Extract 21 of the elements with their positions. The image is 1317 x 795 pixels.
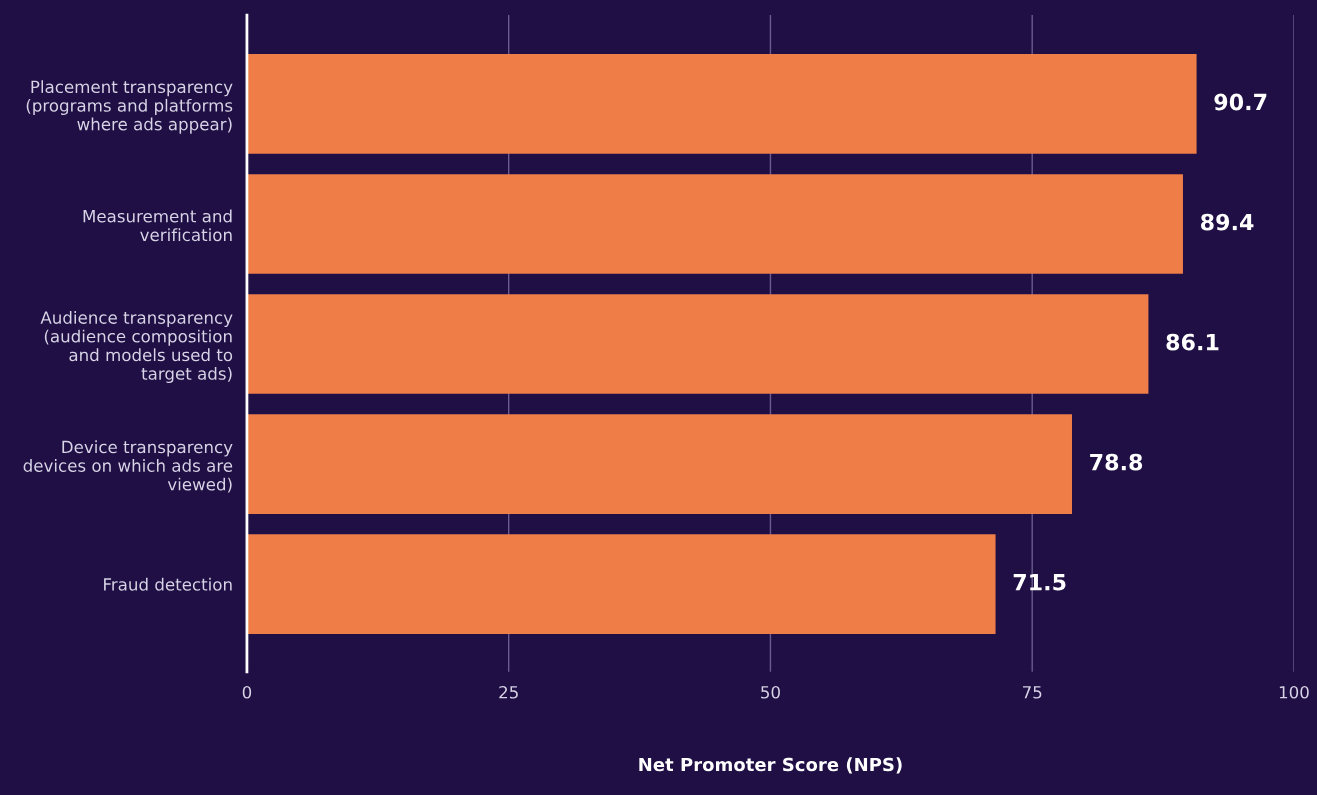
x-axis-title: Net Promoter Score (NPS) bbox=[639, 757, 902, 774]
y-tick-label: Placement transparency (programs and platforms where ads appear) bbox=[26, 80, 233, 134]
bar bbox=[246, 54, 1197, 154]
data-label: 89.4 bbox=[1200, 213, 1254, 231]
data-label: 90.7 bbox=[1214, 93, 1267, 111]
y-tick-label: Measurement and verification bbox=[83, 209, 232, 242]
data-label: 71.5 bbox=[1013, 574, 1066, 591]
x-tick-label: 25 bbox=[499, 685, 518, 699]
bar bbox=[246, 414, 1072, 514]
data-label: 86.1 bbox=[1166, 333, 1219, 351]
x-tick-label: 75 bbox=[1022, 686, 1042, 699]
bar bbox=[246, 534, 996, 634]
y-tick-label: Audience transparency (audience composition and models used to target ads) bbox=[40, 310, 233, 384]
bar bbox=[246, 294, 1149, 394]
x-tick-label: 0 bbox=[242, 685, 252, 699]
data-label: 78.8 bbox=[1090, 453, 1143, 471]
x-tick-label: 50 bbox=[761, 685, 780, 699]
x-tick-label: 100 bbox=[1279, 685, 1309, 699]
bar bbox=[246, 174, 1183, 274]
y-tick-label: Fraud detection bbox=[104, 577, 232, 591]
y-tick-label: Device transparency devices on which ads are viewed) bbox=[23, 440, 233, 493]
